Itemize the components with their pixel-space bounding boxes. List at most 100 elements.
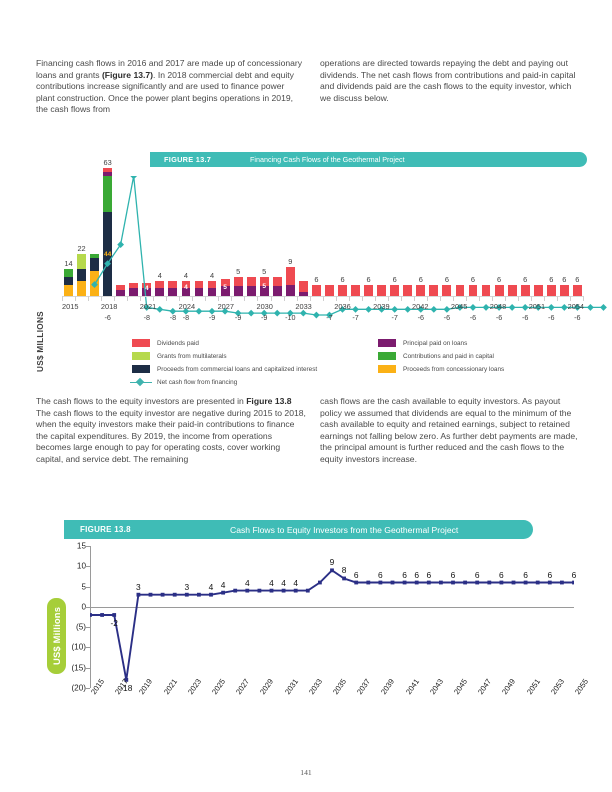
chart1-bar-value-label: 9 <box>288 257 293 267</box>
chart1-axis-tick <box>88 296 101 301</box>
chart1-bar-segment <box>207 280 217 289</box>
chart1-bar-stack: 4 <box>142 282 152 296</box>
figure-reference-137: (Figure 13.7) <box>101 69 154 80</box>
chart1-negative-value-label <box>62 313 75 325</box>
chart1-bar-value-label: 4 <box>209 270 215 280</box>
chart1-bar-group: 4 <box>153 176 166 296</box>
chart1-bar-group <box>297 176 310 296</box>
chart1-bar-value-label: 6 <box>549 274 554 284</box>
chart1-bar-segment <box>468 284 478 296</box>
chart1-legend-row: Dividends paid Principal paid on loans <box>132 339 588 347</box>
chart1-bar-group: 6 <box>414 176 427 296</box>
chart1-x-tick-label: 2054 <box>567 302 585 311</box>
chart1-bar-stack <box>129 282 139 296</box>
chart1-bar-stack <box>546 284 556 296</box>
chart1-bar-group <box>88 176 101 296</box>
chart1-bar-group: 6 <box>336 176 349 296</box>
chart-figure-13-8: US$ Millions 15 10 5 0 (5) (10) (15) (20) 2015 2… <box>44 542 590 731</box>
chart2-data-label: 4 <box>220 579 226 590</box>
chart1-x-tick-label: 2039 <box>373 302 390 311</box>
chart1-negative-value-label <box>362 313 375 325</box>
chart2-data-label: 6 <box>547 569 553 580</box>
chart1-bar-value-label: 6 <box>444 274 449 284</box>
chart2-data-label: 4 <box>281 577 286 588</box>
chart1-bar-stack <box>364 284 374 296</box>
chart1-bar-segment <box>103 168 113 173</box>
chart1-bar-group <box>323 176 336 296</box>
chart1-negative-value-label: -6 <box>574 313 581 322</box>
chart1-bar-segment <box>481 284 491 296</box>
chart1-bar-value-label: 6 <box>314 274 319 284</box>
chart1-negative-value-label: -6 <box>548 313 555 322</box>
chart1-axis-tick <box>374 296 388 301</box>
figure-number-137: FIGURE 13.7 <box>164 155 212 164</box>
chart1-bar-segment <box>194 288 204 296</box>
chart1-bar-segment <box>77 280 86 296</box>
chart1-axis-tick <box>231 296 244 301</box>
chart1-bar-value-label: 6 <box>366 274 371 284</box>
chart1-bar-group <box>506 176 519 296</box>
chart1-axis-tick <box>531 296 544 301</box>
chart1-bar-stack <box>90 254 100 296</box>
chart1-bar-group <box>401 176 414 296</box>
chart1-negative-value-label <box>245 313 258 325</box>
chart1-negative-value-label <box>114 313 127 325</box>
chart1-bar-group <box>427 176 440 296</box>
chart1-bar-value-label: 5 <box>236 266 241 276</box>
chart1-bar-segment <box>155 280 165 289</box>
chart1-legend-label: Net cash flow from financing <box>157 378 238 386</box>
chart1-bar-group: 4 <box>206 176 219 296</box>
chart1-bar-group: 9 <box>284 176 297 296</box>
chart1-legend-item: Proceeds from commercial loans and capit… <box>132 365 378 373</box>
chart1-bar-group: 6 <box>388 176 401 296</box>
chart2-y-axis-tick <box>85 606 90 608</box>
chart1-negative-value-label: -8 <box>182 313 190 322</box>
chart1-bar-stack <box>272 276 282 296</box>
chart1-bar-stack <box>168 280 178 296</box>
chart1-negative-value-label <box>532 313 545 325</box>
chart1-bar-group: 6 <box>571 176 584 296</box>
chart1-bar-segment <box>129 282 139 289</box>
figure-banner-137: FIGURE 13.7 Financing Cash Flows of the … <box>150 152 587 167</box>
figure-reference-138: Figure 13.8 <box>246 396 292 406</box>
chart1-bar-inner-label: 4 <box>144 285 149 292</box>
chart1-axis-tick <box>127 296 140 301</box>
chart1-bar-stack <box>481 284 491 296</box>
chart1-negative-value-label <box>271 313 284 325</box>
chart1-bar-stack <box>233 276 243 296</box>
legend-swatch-icon <box>132 352 150 360</box>
chart1-bar-group: 4 <box>140 176 153 296</box>
chart1-bar-segment <box>168 288 178 296</box>
chart1-bar-segment <box>364 284 374 296</box>
chart2-y-tick-label: (10) <box>71 642 86 652</box>
chart1-axis-tick <box>257 296 270 301</box>
chart1-bar-stack <box>285 267 295 296</box>
chart1-bar-group: 14 <box>62 176 75 296</box>
chart1-bar-segment <box>77 254 86 270</box>
chart1-bar-segment <box>533 284 543 296</box>
chart2-data-label: 6 <box>414 569 420 580</box>
chart1-axis-tick <box>205 296 218 301</box>
chart2-data-label: 6 <box>353 569 359 580</box>
chart1-bar-stack <box>442 284 452 296</box>
chart2-y-axis-tick <box>85 688 90 689</box>
chart2-y-axis-tick <box>85 546 90 547</box>
chart1-bar-stack: 5 <box>259 276 269 296</box>
figure-banner-138: FIGURE 13.8 Cash Flows to Equity Investo… <box>64 520 533 539</box>
chart1-axis-tick <box>413 296 427 301</box>
chart1-axis-tick <box>452 296 466 301</box>
chart2-y-axis-tick <box>85 627 90 629</box>
chart1-bar-segment <box>64 269 73 277</box>
chart1-axis-tick <box>62 296 75 301</box>
chart1-bar-group <box>375 176 388 296</box>
chart1-bar-value-label: 6 <box>497 274 502 284</box>
chart1-bar-segment <box>546 284 556 296</box>
chart1-bar-segment <box>416 284 426 296</box>
chart1-x-tick-label: 2018 <box>100 302 118 311</box>
chart2-y-tick-label: (15) <box>71 663 86 673</box>
chart1-bar-segment <box>168 280 178 289</box>
chart1-negative-value-label: -9 <box>234 313 242 322</box>
chart1-bar-inner-label: 5 <box>223 283 227 291</box>
legend-swatch-icon <box>132 339 150 347</box>
